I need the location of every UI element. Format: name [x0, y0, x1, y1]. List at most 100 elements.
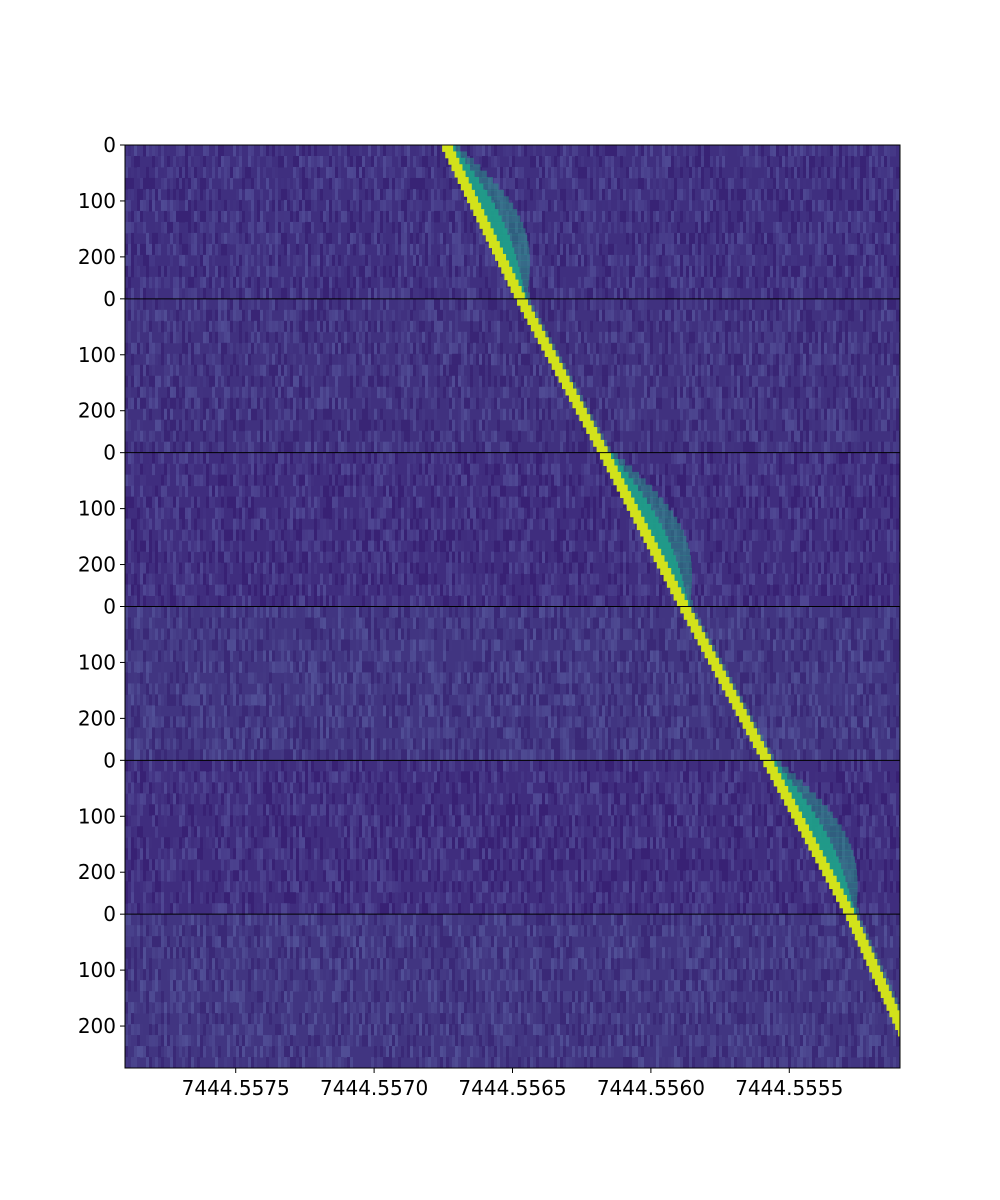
noise-cell — [347, 342, 350, 355]
noise-cell — [611, 298, 614, 311]
noise-cell — [827, 452, 830, 465]
noise-cell — [197, 364, 200, 377]
noise-cell — [542, 265, 545, 278]
noise-cell — [146, 353, 149, 366]
noise-cell — [416, 210, 419, 223]
noise-cell — [773, 287, 776, 300]
noise-cell — [656, 408, 659, 421]
noise-cell — [290, 386, 293, 399]
line-peak-cell — [482, 228, 494, 236]
noise-cell — [695, 342, 698, 355]
noise-cell — [443, 441, 446, 454]
noise-cell — [125, 298, 128, 311]
noise-cell — [377, 199, 380, 212]
noise-cell — [680, 386, 683, 399]
noise-cell — [587, 166, 590, 179]
noise-cell — [125, 210, 128, 223]
noise-cell — [662, 331, 665, 344]
spectral-line — [442, 145, 530, 300]
noise-cell — [197, 375, 200, 388]
noise-cell — [170, 331, 173, 344]
noise-cell — [521, 397, 524, 410]
noise-cell — [209, 331, 212, 344]
noise-cell — [668, 265, 671, 278]
noise-cell — [299, 232, 302, 245]
noise-cell — [611, 177, 614, 190]
noise-cell — [656, 309, 659, 322]
noise-cell — [182, 331, 185, 344]
noise-cell — [638, 210, 641, 223]
noise-cell — [689, 232, 692, 245]
noise-cell — [239, 287, 242, 300]
noise-cell — [404, 342, 407, 355]
noise-cell — [170, 210, 173, 223]
noise-cell — [722, 188, 725, 201]
noise-cell — [890, 375, 893, 388]
noise-cell — [779, 331, 782, 344]
noise-cell — [854, 276, 857, 289]
noise-cell — [236, 287, 239, 300]
noise-cell — [641, 254, 644, 267]
noise-cell — [416, 243, 419, 256]
line-peak-cell — [445, 151, 457, 159]
line-peak-cell — [565, 388, 577, 396]
noise-cell — [188, 177, 191, 190]
noise-cell — [830, 408, 833, 421]
noise-cell — [629, 386, 632, 399]
noise-cell — [797, 309, 800, 322]
noise-cell — [281, 145, 284, 157]
noise-cell — [893, 353, 896, 366]
noise-cell — [722, 145, 725, 157]
noise-cell — [431, 430, 434, 443]
noise-cell — [629, 265, 632, 278]
noise-cell — [257, 353, 260, 366]
noise-cell — [527, 145, 530, 157]
noise-cell — [434, 210, 437, 223]
noise-cell — [521, 375, 524, 388]
noise-cell — [683, 353, 686, 366]
noise-cell — [149, 353, 152, 366]
noise-cell — [449, 430, 452, 443]
noise-cell — [218, 145, 221, 157]
noise-cell — [242, 210, 245, 223]
noise-cell — [812, 353, 815, 366]
noise-cell — [617, 177, 620, 190]
noise-cell — [281, 287, 284, 300]
noise-cell — [230, 452, 233, 465]
noise-cell — [401, 298, 404, 311]
noise-cell — [518, 430, 521, 443]
noise-cell — [515, 419, 518, 432]
noise-cell — [851, 331, 854, 344]
noise-cell — [446, 375, 449, 388]
noise-cell — [827, 430, 830, 443]
noise-cell — [329, 265, 332, 278]
noise-cell — [371, 287, 374, 300]
noise-cell — [512, 364, 515, 377]
noise-cell — [533, 353, 536, 366]
noise-cell — [296, 430, 299, 443]
noise-cell — [422, 364, 425, 377]
noise-cell — [767, 287, 770, 300]
noise-cell — [269, 265, 272, 278]
noise-cell — [776, 331, 779, 344]
noise-cell — [590, 199, 593, 212]
noise-cell — [767, 452, 770, 465]
noise-cell — [848, 320, 851, 333]
noise-cell — [683, 232, 686, 245]
noise-cell — [257, 452, 260, 465]
noise-cell — [419, 320, 422, 333]
noise-cell — [884, 145, 887, 157]
line-peak-cell — [454, 170, 466, 178]
noise-cell — [863, 254, 866, 267]
noise-cell — [665, 463, 668, 476]
noise-cell — [602, 254, 605, 267]
noise-cell — [500, 309, 503, 322]
noise-cell — [353, 309, 356, 322]
noise-cell — [887, 331, 890, 344]
noise-cell — [314, 243, 317, 256]
noise-cell — [713, 320, 716, 333]
noise-cell — [125, 145, 128, 157]
noise-cell — [740, 452, 743, 465]
noise-cell — [413, 265, 416, 278]
noise-cell — [704, 419, 707, 432]
